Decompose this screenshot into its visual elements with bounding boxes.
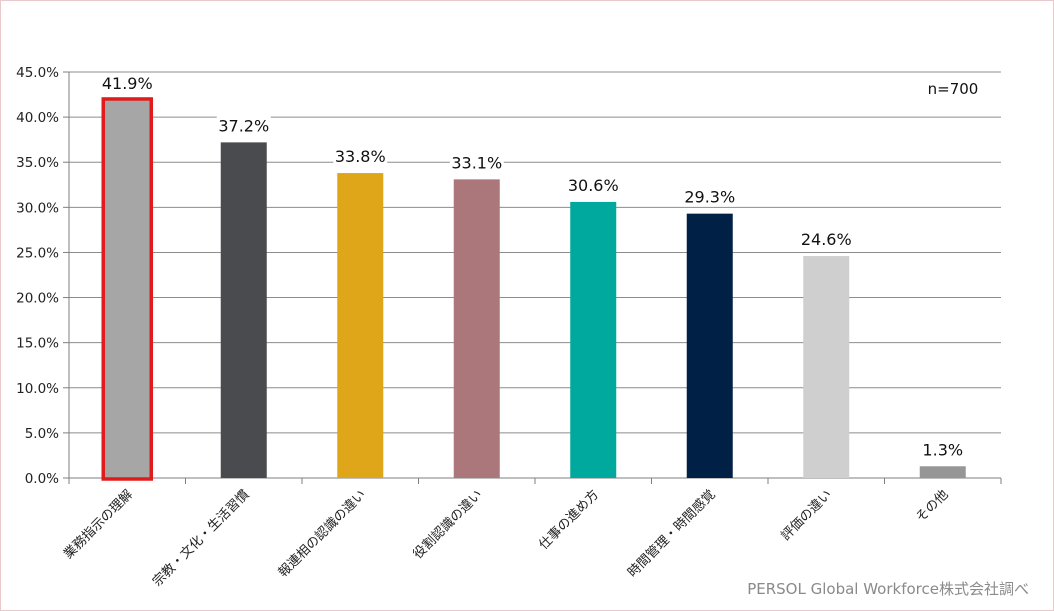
y-tick-label: 15.0% [16, 336, 59, 352]
y-tick-label: 25.0% [16, 245, 59, 261]
data-label-8: 1.3% [922, 440, 963, 459]
data-label-backing [100, 72, 155, 93]
category-label-3: 報連相の認識の違い [275, 487, 369, 581]
data-label-backing [449, 152, 504, 173]
bar-8 [919, 466, 966, 478]
sample-size-annotation: n=700 [928, 80, 979, 98]
category-label-4: 役割認識の違い [410, 487, 486, 563]
category-label-5: 仕事の進め方 [536, 487, 602, 553]
data-label-backing [920, 439, 965, 460]
category-label-6: 時間管理・時間感覚 [625, 487, 719, 581]
data-label-6: 29.3% [684, 188, 735, 207]
data-label-backing [682, 186, 737, 207]
data-label-2: 37.2% [218, 116, 269, 135]
data-label-5: 30.6% [568, 176, 619, 195]
bar-2 [220, 142, 267, 478]
data-label-3: 33.8% [335, 147, 386, 166]
bar-3 [337, 173, 384, 478]
y-tick-label: 30.0% [16, 200, 59, 216]
bar-5 [570, 201, 617, 479]
data-label-backing [799, 229, 854, 250]
y-tick-label: 5.0% [25, 426, 59, 442]
bar-1 [104, 99, 151, 479]
bar-7 [803, 256, 850, 478]
data-label-7: 24.6% [801, 230, 852, 249]
y-tick-label: 0.0% [25, 471, 59, 487]
data-label-backing [216, 115, 271, 136]
category-label-8: その他 [913, 487, 951, 525]
source-note: PERSOL Global Workforce株式会社調べ [747, 580, 1029, 598]
bar-6 [686, 213, 733, 478]
y-tick-label: 45.0% [16, 65, 59, 81]
y-tick-label: 10.0% [16, 381, 59, 397]
y-tick-label: 40.0% [16, 110, 59, 126]
category-label-1: 業務指示の理解 [60, 487, 136, 563]
data-label-1: 41.9% [102, 74, 153, 93]
data-label-4: 33.1% [451, 153, 502, 172]
bar-4 [453, 179, 500, 478]
category-label-2: 宗教・文化・生活習慣 [149, 487, 252, 590]
data-label-backing [566, 174, 621, 195]
highlight-outline [101, 97, 153, 481]
y-tick-label: 20.0% [16, 291, 59, 307]
y-tick-label: 35.0% [16, 155, 59, 171]
data-label-backing [333, 146, 388, 167]
category-label-7: 評価の違い [778, 487, 835, 544]
